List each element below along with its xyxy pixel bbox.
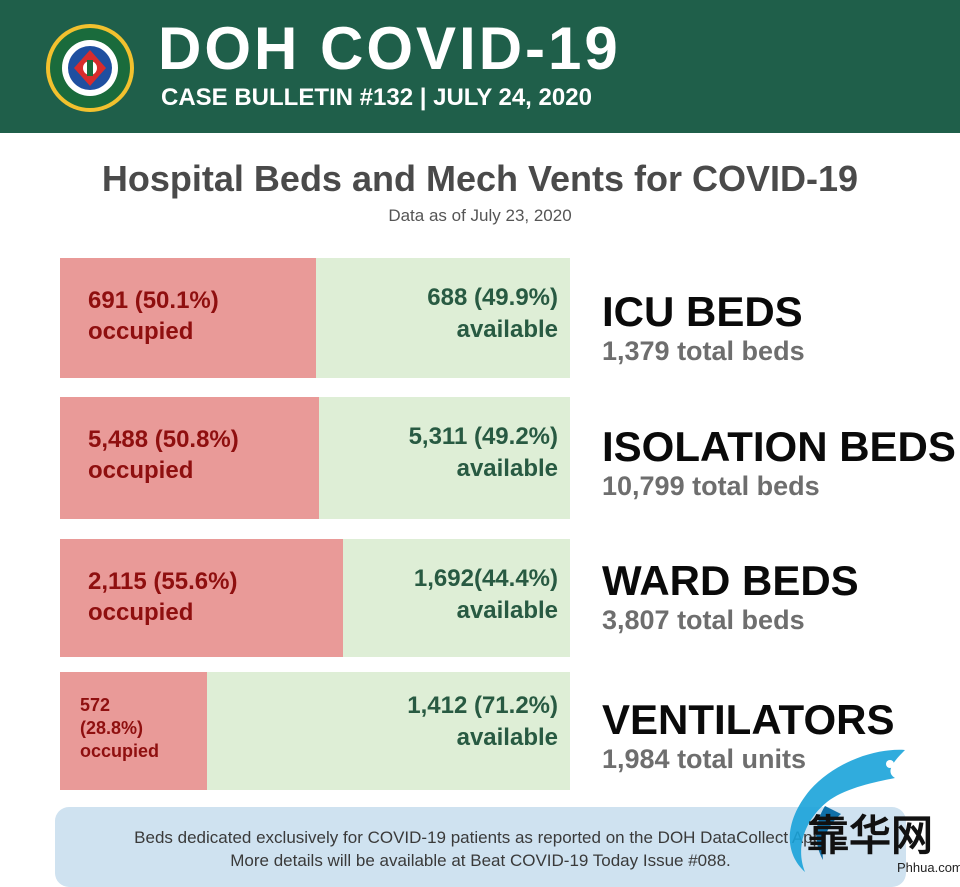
header-banner: DOH COVID-19 CASE BULLETIN #132 | JULY 2…	[0, 0, 960, 133]
available-label-line: available	[456, 454, 558, 482]
occupied-bar	[60, 397, 320, 519]
bar-row: 572 (28.8%) occupied 1,412 (71.2%) available	[60, 672, 570, 790]
data-as-of: Data as of July 23, 2020	[388, 206, 572, 225]
bar-row: 2,115 (55.6%) occupied 1,692(44.4%) availab…	[60, 539, 570, 657]
occupied-label-line: occupied	[88, 598, 194, 626]
footer-line: Beds dedicated exclusively for COVID-19 …	[134, 828, 827, 847]
occupied-label: 2,115 (55.6%) occupied	[88, 567, 237, 628]
occupied-label-line: 5,488 (50.8%)	[88, 426, 239, 453]
occupied-label: 572 (28.8%) occupied	[80, 694, 159, 763]
occupied-label-line: occupied	[88, 456, 194, 484]
category-total: 3,807 total beds	[602, 605, 805, 635]
occupied-label-line: (28.8%)	[80, 718, 144, 739]
bar-row: 691 (50.1%) occupied 688 (49.9%) available	[60, 258, 570, 378]
occupied-bar	[60, 539, 344, 657]
chart-title: Hospital Beds and Mech Vents for COVID-1…	[101, 158, 859, 199]
category-name: WARD BEDS	[602, 557, 859, 604]
occupied-bar	[60, 672, 208, 790]
occupied-label-line: 691 (50.1%)	[88, 287, 219, 314]
category-name: VENTILATORS	[602, 696, 895, 743]
footer-text: Beds dedicated exclusively for COVID-19 …	[55, 827, 906, 873]
available-label-line: 1,692(44.4%)	[413, 565, 558, 592]
footer-note: Beds dedicated exclusively for COVID-19 …	[55, 807, 906, 887]
site-watermark-logo: 靠华网 Phhua.com	[789, 749, 960, 875]
occupied-label-line: 572	[80, 695, 111, 715]
available-label-line: available	[456, 596, 558, 624]
bar-row: 5,488 (50.8%) occupied 5,311 (49.2%) availa…	[60, 397, 570, 519]
available-label: 5,311 (49.2%) available	[409, 421, 558, 484]
footer-line: More details will be available at Beat C…	[230, 850, 731, 870]
doh-seal-logo	[46, 24, 134, 112]
available-label-line: 688 (49.9%)	[427, 284, 558, 311]
header-title: DOH COVID-19	[158, 15, 621, 82]
occupied-label: 5,488 (50.8%) occupied	[88, 425, 239, 486]
bulletin-subtitle: CASE BULLETIN #132 | JULY 24, 2020	[161, 84, 592, 111]
available-label-line: 5,311 (49.2%)	[408, 423, 558, 450]
available-label-line: 1,412 (71.2%)	[407, 692, 558, 719]
occupied-label: 691 (50.1%) occupied	[88, 286, 219, 347]
category-total: 1,984 total units	[602, 744, 807, 774]
svg-text:靠华网: 靠华网	[807, 811, 933, 860]
occupied-label-line: 2,115 (55.6%)	[88, 568, 238, 595]
category-total: 1,379 total beds	[602, 336, 805, 366]
available-label-line: available	[456, 315, 558, 343]
category-total: 10,799 total beds	[602, 471, 820, 501]
occupied-label-line: occupied	[80, 741, 160, 762]
available-label-line: available	[456, 723, 558, 751]
available-label: 1,412 (71.2%) available	[407, 690, 558, 753]
occupied-bar	[60, 258, 316, 378]
available-label: 688 (49.9%) available	[427, 282, 558, 345]
category-name: ICU BEDS	[602, 288, 803, 335]
svg-text:Phhua.com: Phhua.com	[897, 860, 960, 875]
category-name: ISOLATION BEDS	[602, 423, 956, 470]
occupied-label-line: occupied	[88, 317, 194, 345]
available-label: 1,692(44.4%) available	[414, 563, 558, 626]
